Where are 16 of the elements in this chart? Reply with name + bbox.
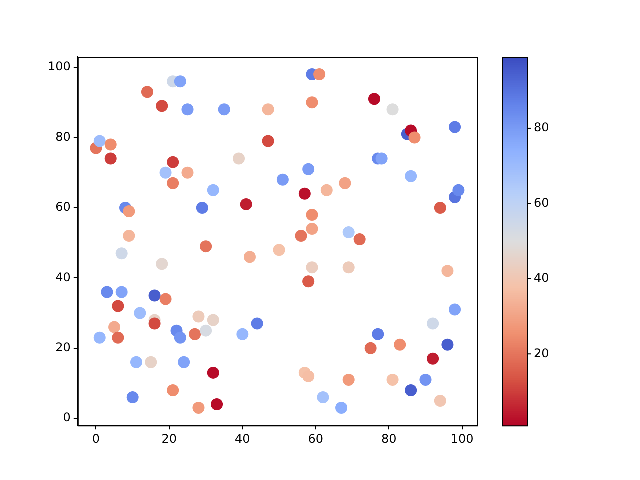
x-tick-label: 40 [235, 432, 250, 446]
x-tick-label: 20 [162, 432, 178, 446]
x-tick-label: 100 [450, 432, 474, 446]
y-tick-label: 60 [56, 200, 71, 214]
y-tick-label: 80 [56, 130, 71, 144]
color-bar-label: 80 [534, 120, 550, 135]
x-tick-label: 60 [308, 432, 324, 446]
x-tick-label: 80 [381, 432, 397, 446]
y-tick-label: 40 [56, 270, 71, 284]
color-bar-label: 20 [534, 346, 550, 360]
color-bar-label: 40 [534, 271, 550, 286]
y-tick-label: 100 [48, 60, 71, 74]
y-tick-label: 20 [56, 340, 71, 354]
x-tick-label: 0 [92, 432, 100, 446]
color-bar-label: 60 [534, 196, 550, 210]
y-tick-label: 0 [63, 410, 71, 425]
